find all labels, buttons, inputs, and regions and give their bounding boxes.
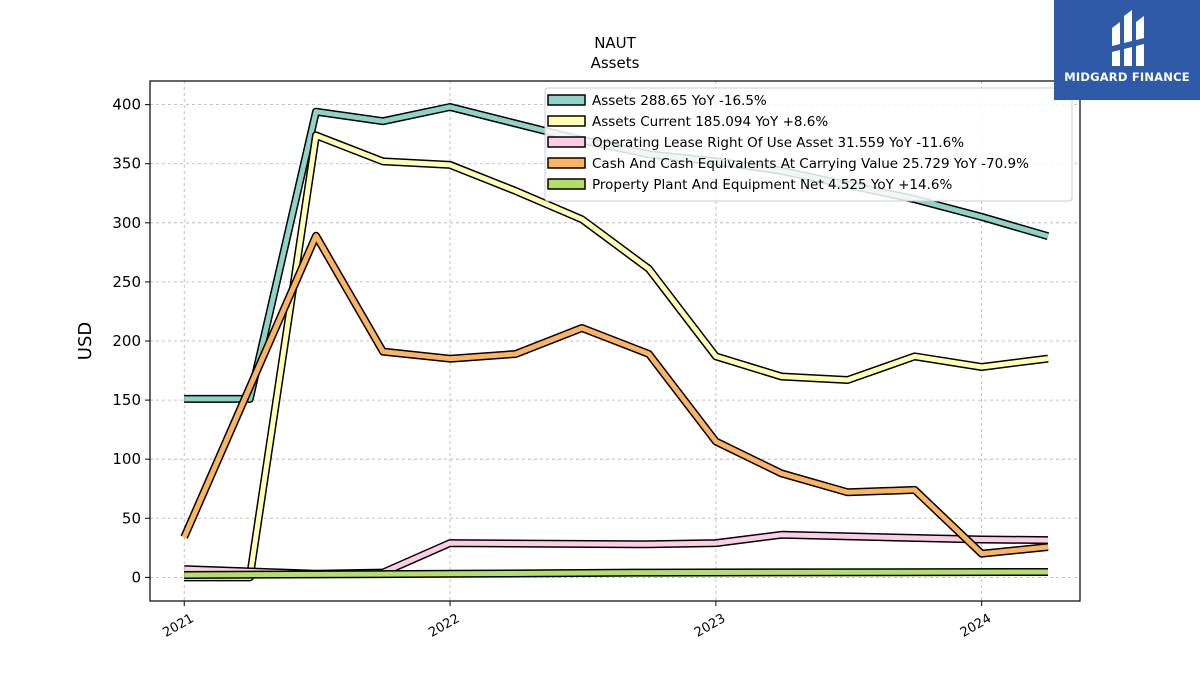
y-tick-label: 100 [112,450,141,468]
legend-swatch [547,136,586,148]
legend-swatch [547,94,586,106]
y-tick-label: 300 [112,214,141,232]
series-line-5 [184,568,1049,579]
y-tick-label: 200 [112,332,141,350]
legend-label: Assets Current 185.094 YoY +8.6% [592,114,828,130]
legend-swatch [547,115,586,127]
series-layer [180,103,1050,582]
x-tick-label: 2021 [160,611,196,641]
legend-label: Operating Lease Right Of Use Asset 31.55… [592,135,964,151]
series-line-3 [184,530,1049,578]
series-line-4 [180,231,1049,558]
brand-logo: MIDGARD FINANCE [1054,0,1200,100]
brand-logo-icon [1112,10,1144,66]
y-tick-label: 0 [131,568,141,586]
legend: Assets 288.65 YoY -16.5% Assets Current 1… [544,87,1073,202]
legend-swatch [547,178,586,190]
legend-swatch [547,157,586,169]
chart-title: NAUT [594,34,636,52]
y-tick-label: 50 [122,509,141,527]
brand-name: MIDGARD FINANCE [1064,70,1190,84]
y-tick-label: 350 [112,155,141,173]
legend-label: Cash And Cash Equivalents At Carrying Va… [592,156,1029,172]
series-line-2 [184,131,1049,582]
y-tick-label: 150 [112,391,141,409]
y-tick-label: 400 [112,96,141,114]
x-tick-label: 2022 [426,611,462,641]
y-axis-label: USD [75,322,96,360]
chart-subtitle: Assets [591,54,640,72]
legend-label: Assets 288.65 YoY -16.5% [592,93,767,109]
x-tick-label: 2023 [692,611,728,641]
y-tick-label: 250 [112,273,141,291]
x-tick-label: 2024 [958,611,994,641]
legend-label: Property Plant And Equipment Net 4.525 Y… [592,177,952,193]
legend-box [544,87,1073,202]
